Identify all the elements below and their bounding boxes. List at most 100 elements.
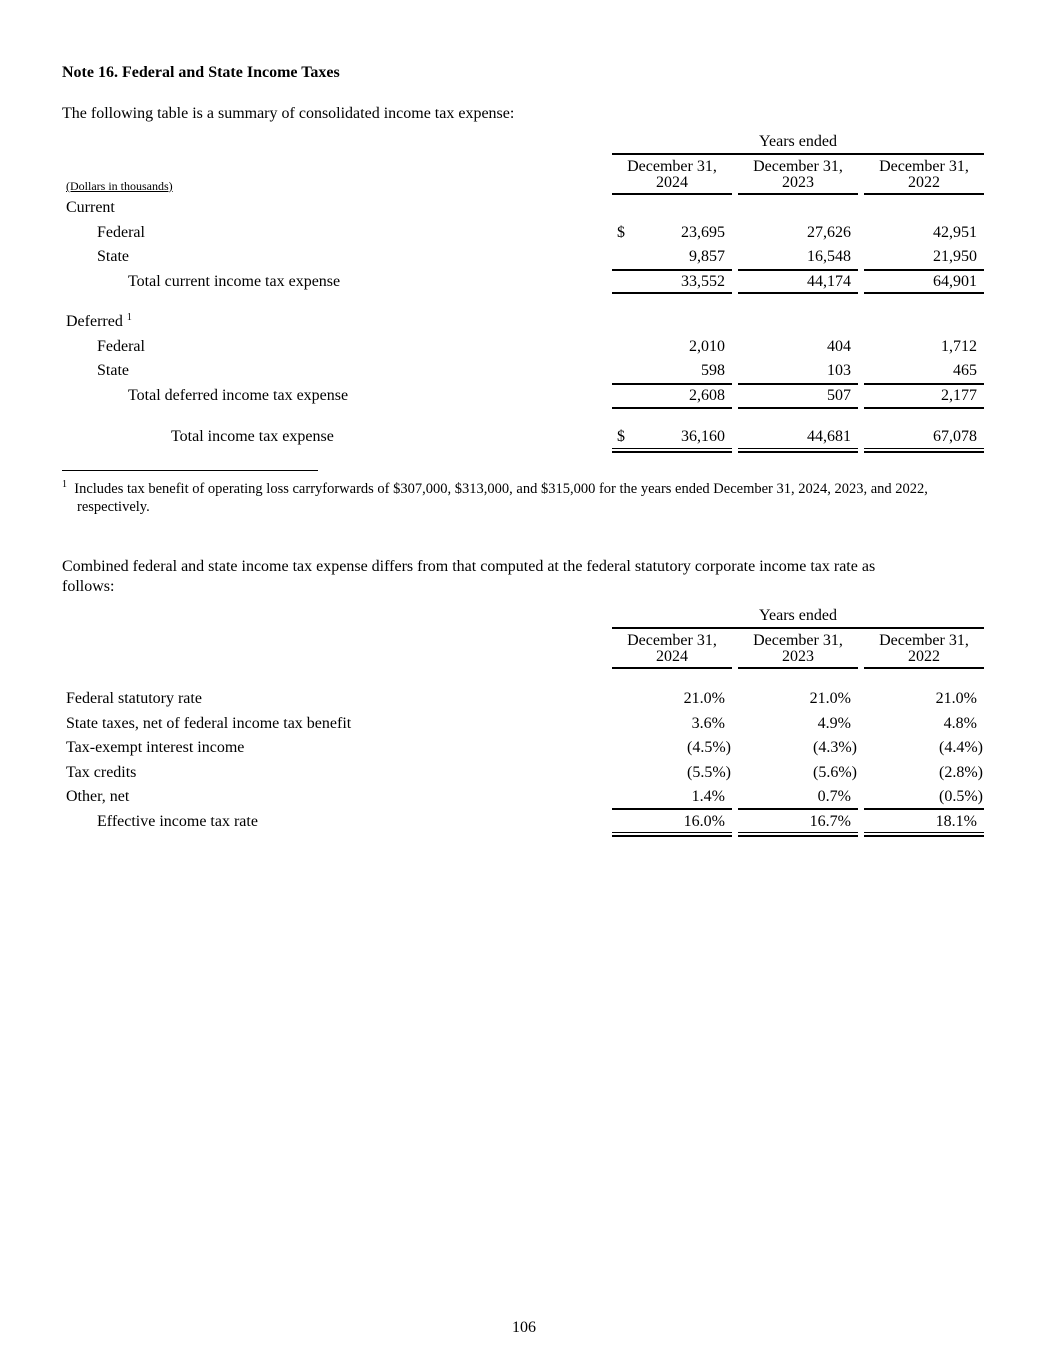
double-rule-top xyxy=(612,448,732,449)
double-rule-bottom xyxy=(738,835,858,837)
column-header-rule xyxy=(612,193,732,195)
cell-value: 64,901 xyxy=(933,273,977,290)
group-header-rule xyxy=(612,153,984,155)
subtotal-rule xyxy=(612,269,732,271)
row-label: State xyxy=(97,248,129,265)
cell-value: (5.5%) xyxy=(687,764,731,781)
column-header-rule xyxy=(738,193,858,195)
group-header-rule xyxy=(612,627,984,629)
column-header-rule xyxy=(864,193,984,195)
subtotal-rule xyxy=(864,808,984,810)
column-header-line-1: December 31, xyxy=(627,158,717,175)
group-header: Years ended xyxy=(759,133,837,150)
row-label: Tax credits xyxy=(66,764,137,781)
cell-value: 9,857 xyxy=(689,248,725,265)
column-header-line-2: 2022 xyxy=(908,174,940,191)
cell-value: 21,950 xyxy=(933,248,977,265)
column-header-line-2: 2024 xyxy=(656,174,688,191)
double-rule-top xyxy=(864,448,984,449)
cell-value: 33,552 xyxy=(681,273,725,290)
cell-value: 21.0% xyxy=(809,690,851,707)
subtotal-rule xyxy=(612,808,732,810)
column-header-line-1: December 31, xyxy=(627,632,717,649)
double-rule-bottom xyxy=(612,451,732,453)
row-label: Deferred xyxy=(66,313,123,330)
cell-value: 4.8% xyxy=(943,715,977,732)
cell-value: (5.6%) xyxy=(813,764,857,781)
cell-value: 507 xyxy=(827,387,851,404)
column-header-line-1: December 31, xyxy=(753,632,843,649)
column-header-rule xyxy=(864,667,984,669)
column-header-line-1: December 31, xyxy=(879,632,969,649)
column-header-line-1: December 31, xyxy=(753,158,843,175)
subtotal-rule xyxy=(864,269,984,271)
currency-symbol: $ xyxy=(617,428,625,445)
subtotal-rule xyxy=(738,808,858,810)
total-rule xyxy=(864,407,984,409)
column-header-line-2: 2023 xyxy=(782,648,814,665)
cell-value: 27,626 xyxy=(807,224,851,241)
double-rule-bottom xyxy=(864,451,984,453)
row-label: Other, net xyxy=(66,788,130,805)
double-rule-bottom xyxy=(864,835,984,837)
intro-paragraph-2-line-2: follows: xyxy=(62,578,115,595)
subtotal-rule xyxy=(738,383,858,385)
cell-value: 598 xyxy=(701,362,725,379)
subtotal-rule xyxy=(612,383,732,385)
cell-value: 3.6% xyxy=(691,715,725,732)
total-rule xyxy=(738,407,858,409)
note-title: Note 16. Federal and State Income Taxes xyxy=(62,64,340,81)
group-header: Years ended xyxy=(759,607,837,624)
cell-value: 42,951 xyxy=(933,224,977,241)
cell-value: 1,712 xyxy=(941,338,977,355)
double-rule-bottom xyxy=(612,835,732,837)
row-label: Federal xyxy=(97,338,145,355)
cell-value: 103 xyxy=(827,362,851,379)
cell-value: 16.7% xyxy=(809,813,851,830)
cell-value: 36,160 xyxy=(681,428,725,445)
column-header-rule xyxy=(612,667,732,669)
column-header-line-2: 2023 xyxy=(782,174,814,191)
cell-value: 2,608 xyxy=(689,387,725,404)
cell-value: 465 xyxy=(953,362,977,379)
column-header-line-1: December 31, xyxy=(879,158,969,175)
cell-value: (2.8%) xyxy=(939,764,983,781)
cell-value: 404 xyxy=(827,338,851,355)
footnote: 1 Includes tax benefit of operating loss… xyxy=(62,479,928,499)
cell-value: 16,548 xyxy=(807,248,851,265)
row-label: State taxes, net of federal income tax b… xyxy=(66,715,352,732)
cell-value: (4.5%) xyxy=(687,739,731,756)
cell-value: 1.4% xyxy=(691,788,725,805)
subtotal-rule xyxy=(738,269,858,271)
total-rule xyxy=(738,292,858,294)
intro-paragraph-2-line-1: Combined federal and state income tax ex… xyxy=(62,558,876,575)
row-label: Total deferred income tax expense xyxy=(128,387,349,404)
column-header-line-2: 2022 xyxy=(908,648,940,665)
double-rule-bottom xyxy=(738,451,858,453)
total-rule xyxy=(612,407,732,409)
double-rule-top xyxy=(864,832,984,833)
double-rule-top xyxy=(612,832,732,833)
cell-value: 21.0% xyxy=(683,690,725,707)
cell-value: 21.0% xyxy=(935,690,977,707)
cell-value: 67,078 xyxy=(933,428,977,445)
cell-value: (0.5%) xyxy=(939,788,983,805)
units-label: (Dollars in thousands) xyxy=(66,179,173,193)
cell-value: 4.9% xyxy=(817,715,851,732)
footnote-reference: 1 xyxy=(126,312,132,323)
column-header-rule xyxy=(738,667,858,669)
cell-value: 23,695 xyxy=(681,224,725,241)
row-label: Federal xyxy=(97,224,145,241)
page-number: 106 xyxy=(512,1319,536,1336)
double-rule-top xyxy=(738,832,858,833)
currency-symbol: $ xyxy=(617,224,625,241)
subtotal-rule xyxy=(864,383,984,385)
row-label: Total current income tax expense xyxy=(128,273,341,290)
cell-value: 18.1% xyxy=(935,813,977,830)
cell-value: 2,010 xyxy=(689,338,725,355)
cell-value: 44,681 xyxy=(807,428,851,445)
double-rule-top xyxy=(738,448,858,449)
cell-value: (4.4%) xyxy=(939,739,983,756)
footnote-line-1: Includes tax benefit of operating loss c… xyxy=(74,481,928,497)
row-label: State xyxy=(97,362,129,379)
